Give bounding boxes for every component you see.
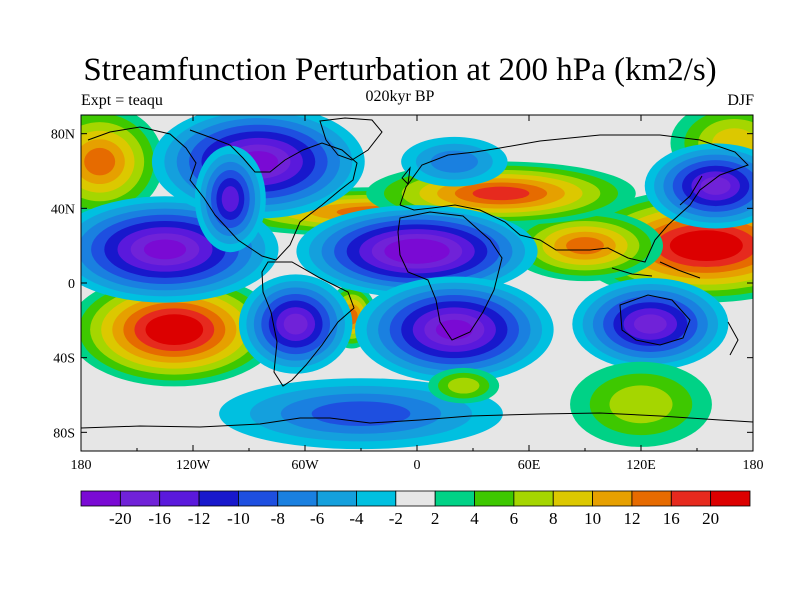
chart-title: Streamfunction Perturbation at 200 hPa (… bbox=[83, 52, 717, 88]
colorbar-box bbox=[513, 490, 554, 507]
contour-band bbox=[396, 243, 438, 259]
contour-band bbox=[566, 237, 604, 255]
colorbar-label: -6 bbox=[310, 509, 324, 528]
contour-band bbox=[447, 377, 480, 394]
colorbar-box bbox=[119, 490, 161, 507]
colorbar-box bbox=[552, 490, 593, 507]
coastline-antarctica bbox=[81, 412, 753, 429]
anomaly-feature bbox=[194, 145, 266, 253]
experiment-label: Expt = teaqu bbox=[81, 92, 163, 109]
anomaly-feature bbox=[81, 272, 281, 387]
lat-tick-label: 40S bbox=[53, 352, 75, 367]
colorbar-box bbox=[277, 490, 318, 507]
contour-band bbox=[221, 186, 239, 212]
contour-band bbox=[435, 319, 473, 340]
season-label: DJF bbox=[727, 92, 754, 109]
time-label: 020kyr BP bbox=[365, 88, 435, 105]
coastline-africa bbox=[397, 211, 503, 341]
anomaly-feature bbox=[506, 210, 664, 282]
colorbar-label: -2 bbox=[389, 509, 403, 528]
coastline-greenland bbox=[319, 117, 383, 161]
anomaly-feature bbox=[428, 367, 500, 404]
colorbar-label: 6 bbox=[510, 509, 519, 528]
contour-band bbox=[156, 320, 193, 340]
lat-tick-label: 80N bbox=[51, 128, 75, 143]
anomaly-feature bbox=[570, 361, 712, 447]
colorbar-label: 8 bbox=[549, 509, 558, 528]
colorbar-label: -10 bbox=[227, 509, 250, 528]
contour-band bbox=[143, 239, 187, 260]
anomaly-feature bbox=[219, 378, 503, 450]
colorbar-box bbox=[395, 490, 436, 507]
colorbar-label: 12 bbox=[623, 509, 640, 528]
contour-band bbox=[472, 186, 530, 201]
contour-band bbox=[430, 150, 478, 173]
contour-band bbox=[700, 176, 731, 195]
axis-ticks: 180 120W 60W 0 60E 120E 180 80N 40N 0 40S 80S bbox=[51, 115, 764, 473]
contour-band bbox=[311, 401, 411, 427]
coastlines bbox=[81, 117, 753, 429]
colorbar-box bbox=[592, 490, 633, 507]
colorbar-label: -8 bbox=[271, 509, 285, 528]
lon-tick-label: 0 bbox=[414, 458, 421, 473]
colorbar-label: 20 bbox=[702, 509, 719, 528]
lat-tick-label: 40N bbox=[51, 202, 75, 217]
colorbar-box bbox=[710, 490, 751, 507]
contour-band bbox=[84, 147, 116, 176]
coastline-british-isles bbox=[401, 166, 411, 186]
colorbar-box bbox=[631, 490, 672, 507]
anomaly-feature bbox=[644, 143, 753, 229]
contour-field bbox=[81, 115, 753, 450]
anomaly-feature bbox=[81, 115, 164, 219]
colorbar-label: -4 bbox=[349, 509, 364, 528]
colorbar-box bbox=[434, 490, 475, 507]
colorbar-box bbox=[316, 490, 357, 507]
anomaly-feature bbox=[355, 276, 554, 383]
colorbar-box bbox=[670, 490, 712, 507]
anomaly-feature bbox=[296, 205, 538, 298]
lon-tick-label: 120E bbox=[626, 458, 656, 473]
coastline-north-america bbox=[87, 126, 358, 261]
lat-tick-label: 80S bbox=[53, 426, 75, 441]
colorbar-box bbox=[356, 490, 397, 507]
colorbar-label: -12 bbox=[188, 509, 211, 528]
colorbar-label: 10 bbox=[584, 509, 601, 528]
colorbar-box bbox=[238, 490, 279, 507]
colorbar-box bbox=[80, 490, 121, 507]
lon-tick-label: 60E bbox=[518, 458, 541, 473]
anomaly-feature bbox=[572, 277, 729, 371]
anomaly-feature bbox=[401, 136, 508, 187]
colorbar-box bbox=[198, 490, 239, 507]
anomaly-feature bbox=[238, 274, 353, 374]
coastline-indonesia bbox=[611, 261, 701, 279]
colorbar-label: -16 bbox=[148, 509, 171, 528]
lat-tick-label: 0 bbox=[68, 277, 75, 292]
contour-band bbox=[683, 236, 729, 256]
colorbar-label: -20 bbox=[109, 509, 132, 528]
colorbar-box bbox=[159, 490, 200, 507]
lon-tick-label: 180 bbox=[743, 458, 764, 473]
coastline-new-zealand bbox=[727, 321, 739, 356]
contour-band bbox=[633, 314, 667, 334]
lon-tick-label: 60W bbox=[291, 458, 319, 473]
coastline-japan bbox=[679, 175, 703, 206]
contour-band bbox=[609, 385, 673, 424]
coastline-australia bbox=[619, 294, 691, 346]
coastline-eurasia bbox=[399, 134, 749, 263]
colorbar: -20 -16 -12 -10 -8 -6 -4 -2 2 4 6 8 10 12 16 20 bbox=[80, 490, 751, 528]
colorbar-box bbox=[474, 490, 515, 507]
lon-tick-label: 120W bbox=[176, 458, 211, 473]
coastline-south-america bbox=[261, 261, 355, 387]
colorbar-label: 4 bbox=[470, 509, 479, 528]
colorbar-label: 2 bbox=[431, 509, 440, 528]
contour-band bbox=[283, 313, 308, 335]
lon-tick-label: 180 bbox=[71, 458, 92, 473]
colorbar-label: 16 bbox=[663, 509, 680, 528]
